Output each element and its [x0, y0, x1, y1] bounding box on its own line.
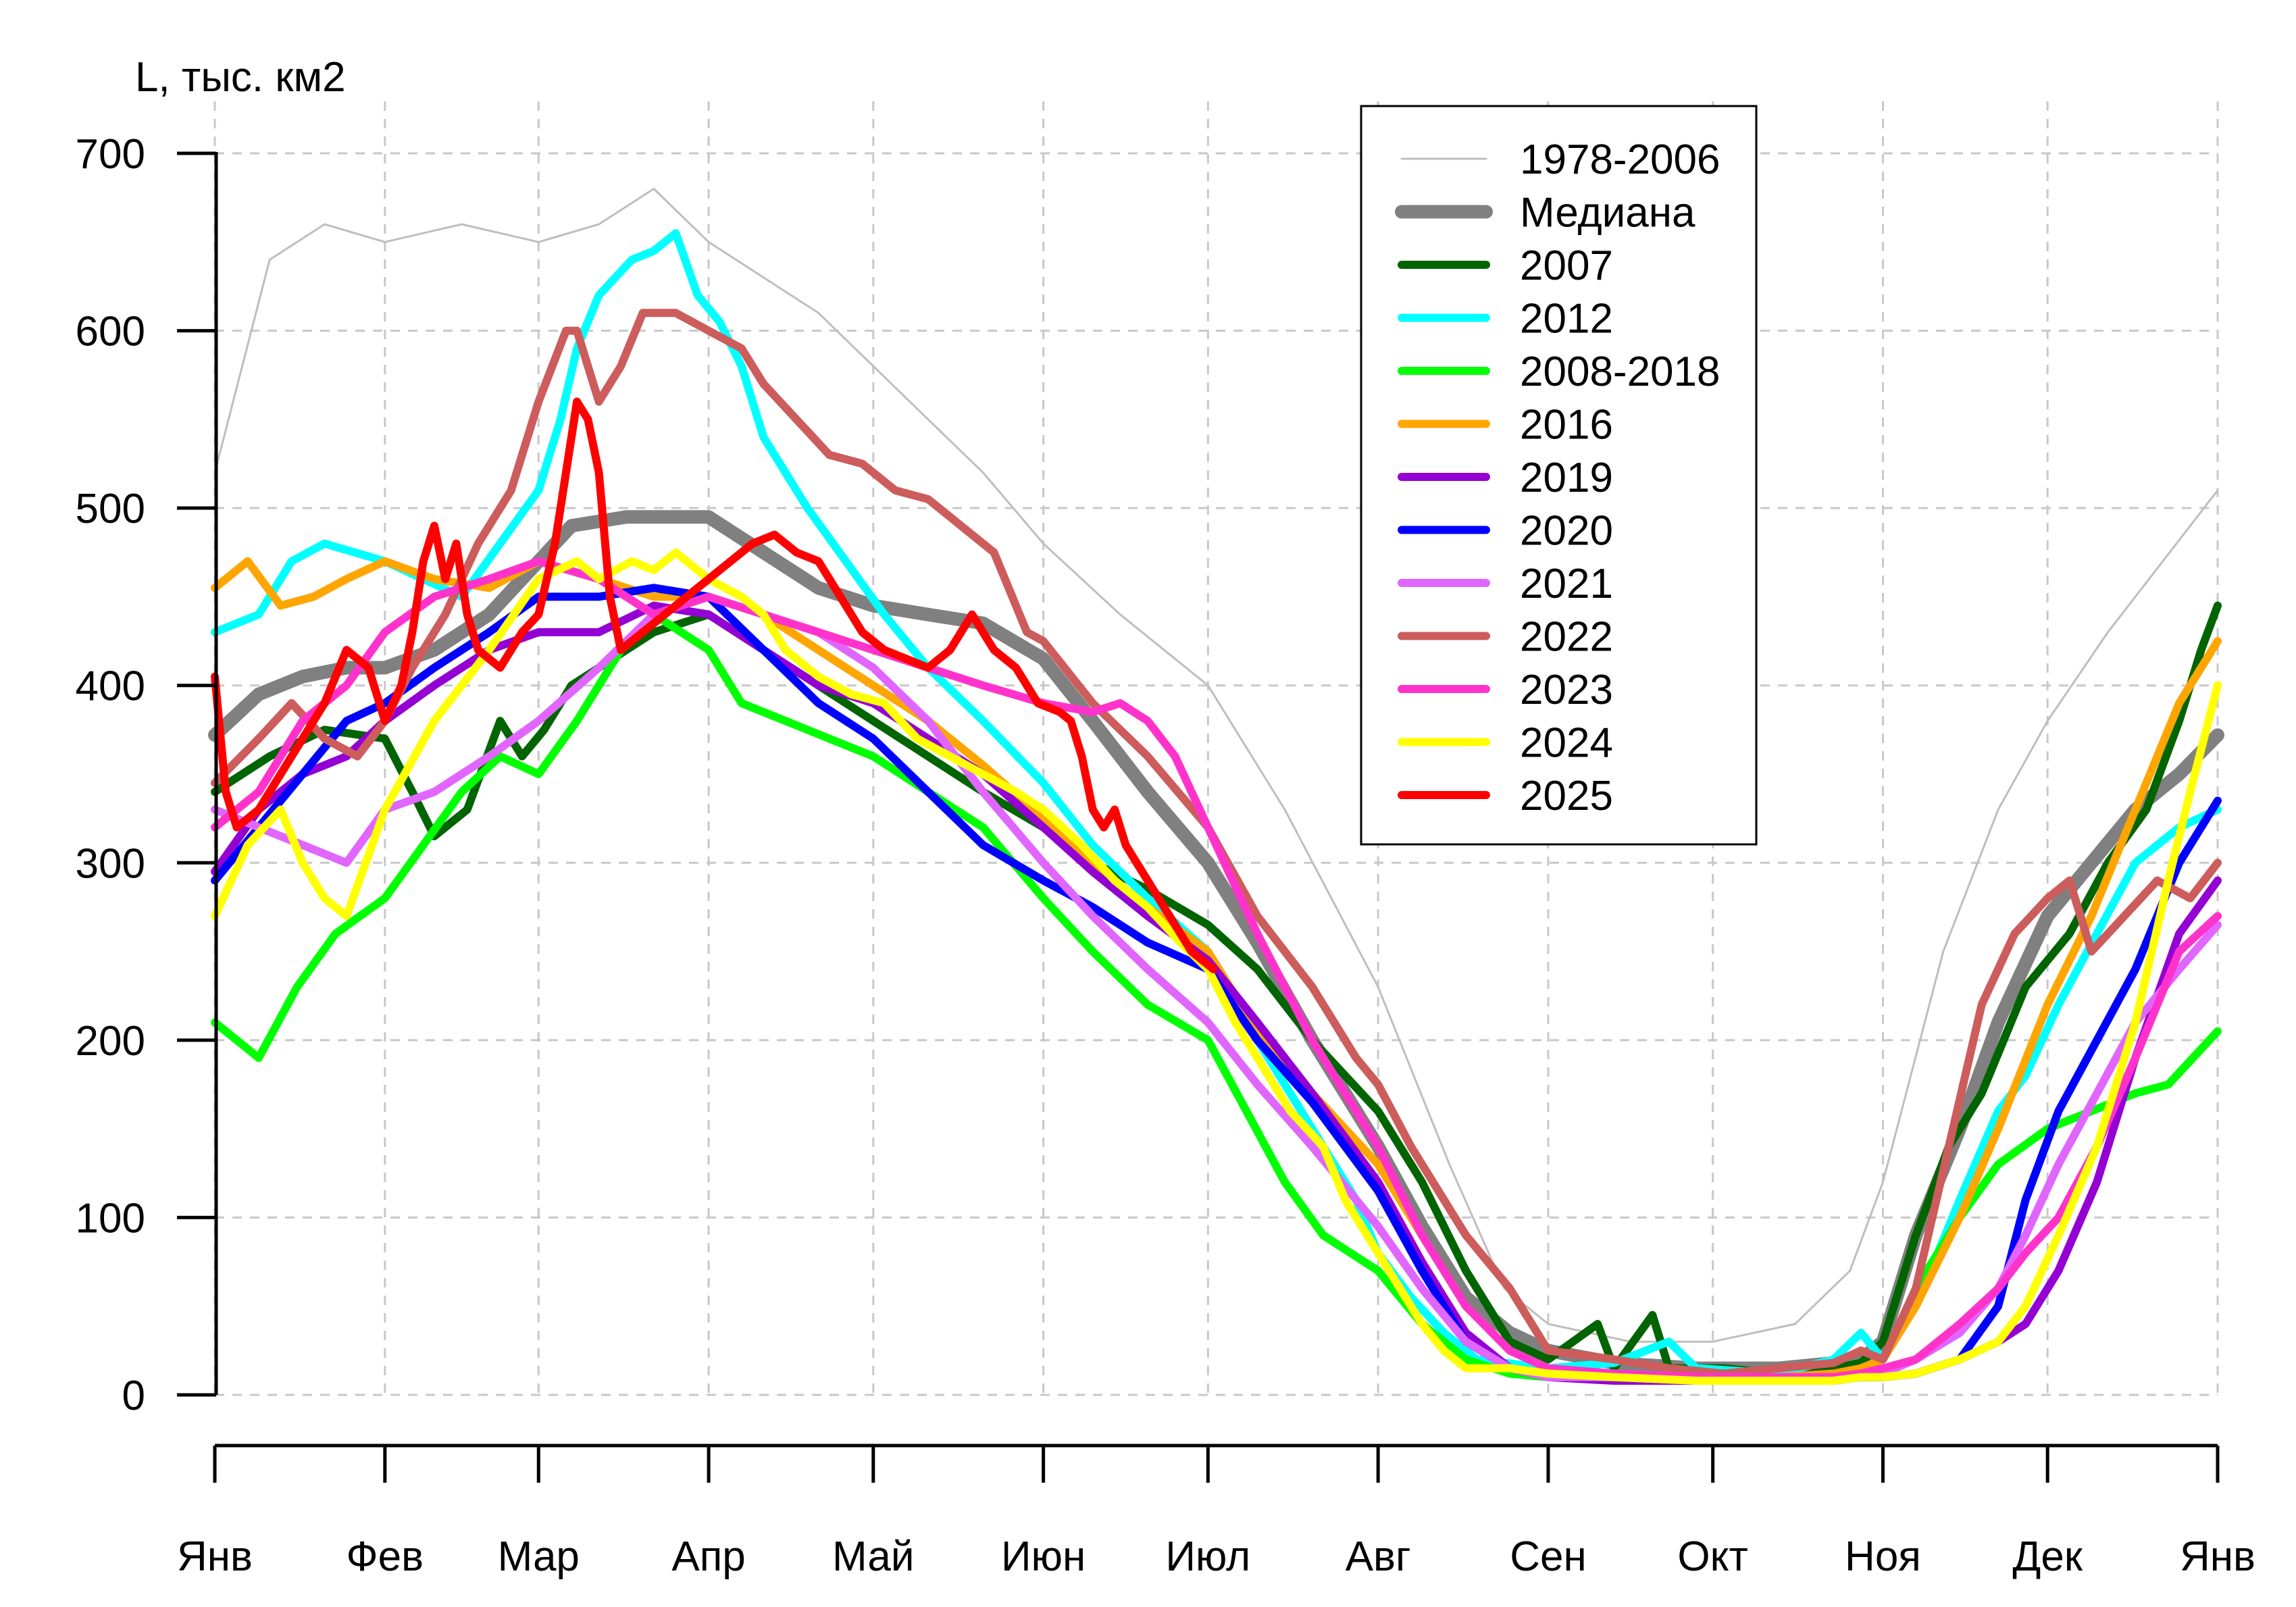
x-tick-label: Июн	[1001, 1533, 1086, 1580]
legend-label: 2022	[1520, 614, 1613, 661]
legend-label: 2020	[1520, 508, 1613, 555]
y-tick-label: 100	[76, 1195, 145, 1242]
x-ticks: Янв Фев Мар Апр Май Июн Июл Авг Сен Окт Ноя Дек Янв	[177, 1446, 2255, 1580]
legend: 1978-2006 Медиана 2007 2012 2008-2018 2016 201…	[1360, 105, 1758, 846]
legend-label: 2007	[1520, 243, 1613, 289]
x-tick-label: Июл	[1165, 1533, 1250, 1580]
series-line-2021	[211, 592, 2222, 1385]
series-line-2024	[211, 548, 2222, 1385]
legend-label: Медиана	[1520, 190, 1695, 236]
series-lines	[208, 188, 2224, 1385]
y-tick-label: 600	[76, 309, 145, 355]
legend-label: 2008-2018	[1520, 349, 1720, 395]
legend-items: 1978-2006 Медиана 2007 2012 2008-2018 2016 201…	[1395, 136, 1720, 819]
x-tick-label: Ноя	[1845, 1533, 1921, 1580]
y-tick-label: 700	[76, 131, 145, 178]
series-line-2020	[211, 584, 2222, 1385]
y-tick-label: 0	[122, 1373, 145, 1419]
y-tick-label: 400	[76, 663, 145, 710]
legend-label: 2016	[1520, 402, 1613, 449]
x-tick-label: Апр	[671, 1533, 745, 1580]
legend-label: 2023	[1520, 667, 1613, 713]
x-tick-label: Мар	[498, 1533, 580, 1580]
legend-label: 2019	[1520, 455, 1613, 501]
y-tick-label: 200	[76, 1018, 145, 1065]
legend-label: 2025	[1520, 773, 1613, 819]
y-axis-title: L, тыс. км2	[135, 54, 346, 101]
series-line-2025	[211, 397, 1218, 973]
y-ticks: 0 100 200 300 400 500 600 700	[76, 131, 216, 1419]
x-tick-label: Окт	[1677, 1533, 1747, 1580]
legend-label: 2021	[1520, 561, 1613, 607]
y-tick-label: 300	[76, 840, 145, 887]
series-line-1978-2006	[213, 188, 2219, 1343]
x-tick-label: Янв	[177, 1533, 253, 1580]
x-tick-label: Янв	[2180, 1533, 2255, 1580]
legend-label: 2024	[1520, 720, 1613, 767]
x-tick-label: Авг	[1346, 1533, 1411, 1580]
legend-label: 2012	[1520, 296, 1613, 342]
x-tick-label: Дек	[2012, 1533, 2083, 1580]
series-line-2022	[211, 309, 2222, 1378]
x-tick-label: Фев	[347, 1533, 424, 1580]
y-tick-label: 500	[76, 486, 145, 532]
legend-label: 1978-2006	[1520, 136, 1720, 183]
x-tick-label: Сен	[1510, 1533, 1587, 1580]
x-tick-label: Май	[832, 1533, 914, 1580]
